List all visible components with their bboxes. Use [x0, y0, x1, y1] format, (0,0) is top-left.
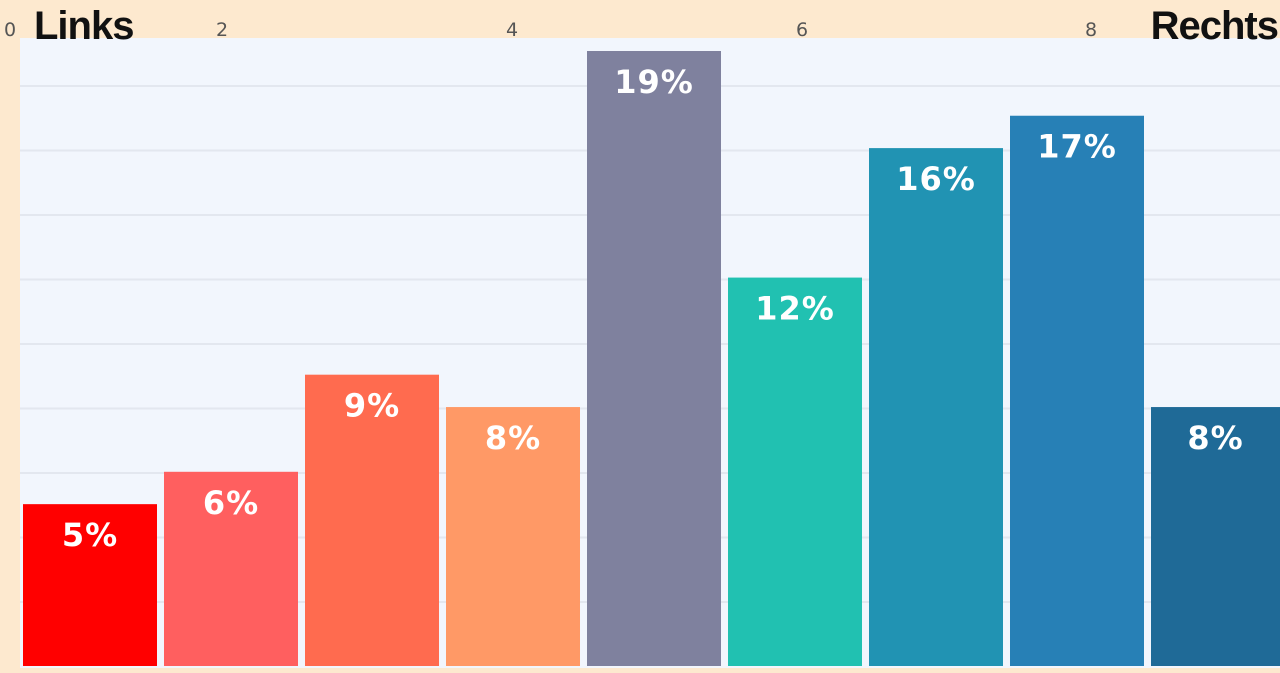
bars — [23, 51, 1280, 667]
bar — [728, 277, 862, 666]
x-tick-label: 2 — [216, 19, 228, 41]
bar — [446, 407, 580, 666]
x-axis-ticks: 0 2 4 6 8 — [4, 19, 1097, 41]
bar-value-label: 5% — [62, 516, 118, 554]
bar-value-label: 19% — [614, 63, 694, 101]
bar — [869, 148, 1003, 666]
right-label: Rechts — [1150, 4, 1279, 48]
bar-value-label: 16% — [896, 160, 976, 198]
bar-value-label: 8% — [485, 419, 541, 457]
bar-value-label: 17% — [1037, 128, 1117, 166]
bar — [305, 374, 439, 666]
x-tick-label: 8 — [1085, 19, 1097, 41]
x-tick-label: 0 — [4, 19, 16, 41]
bar-value-label: 12% — [755, 290, 835, 328]
bar — [23, 504, 157, 666]
bar — [164, 471, 298, 666]
bar-value-label: 6% — [203, 484, 259, 522]
bar — [587, 51, 721, 666]
bar-value-label: 9% — [344, 387, 400, 425]
x-tick-label: 6 — [796, 19, 808, 41]
bar — [1010, 115, 1144, 667]
left-label: Links — [34, 4, 134, 48]
bar-value-label: 8% — [1187, 419, 1243, 457]
x-tick-label: 4 — [506, 19, 518, 41]
data-labels: 5% 6% 9% 8% 19% 12% 16% 17% 8% — [62, 63, 1243, 554]
bar — [1151, 407, 1280, 666]
